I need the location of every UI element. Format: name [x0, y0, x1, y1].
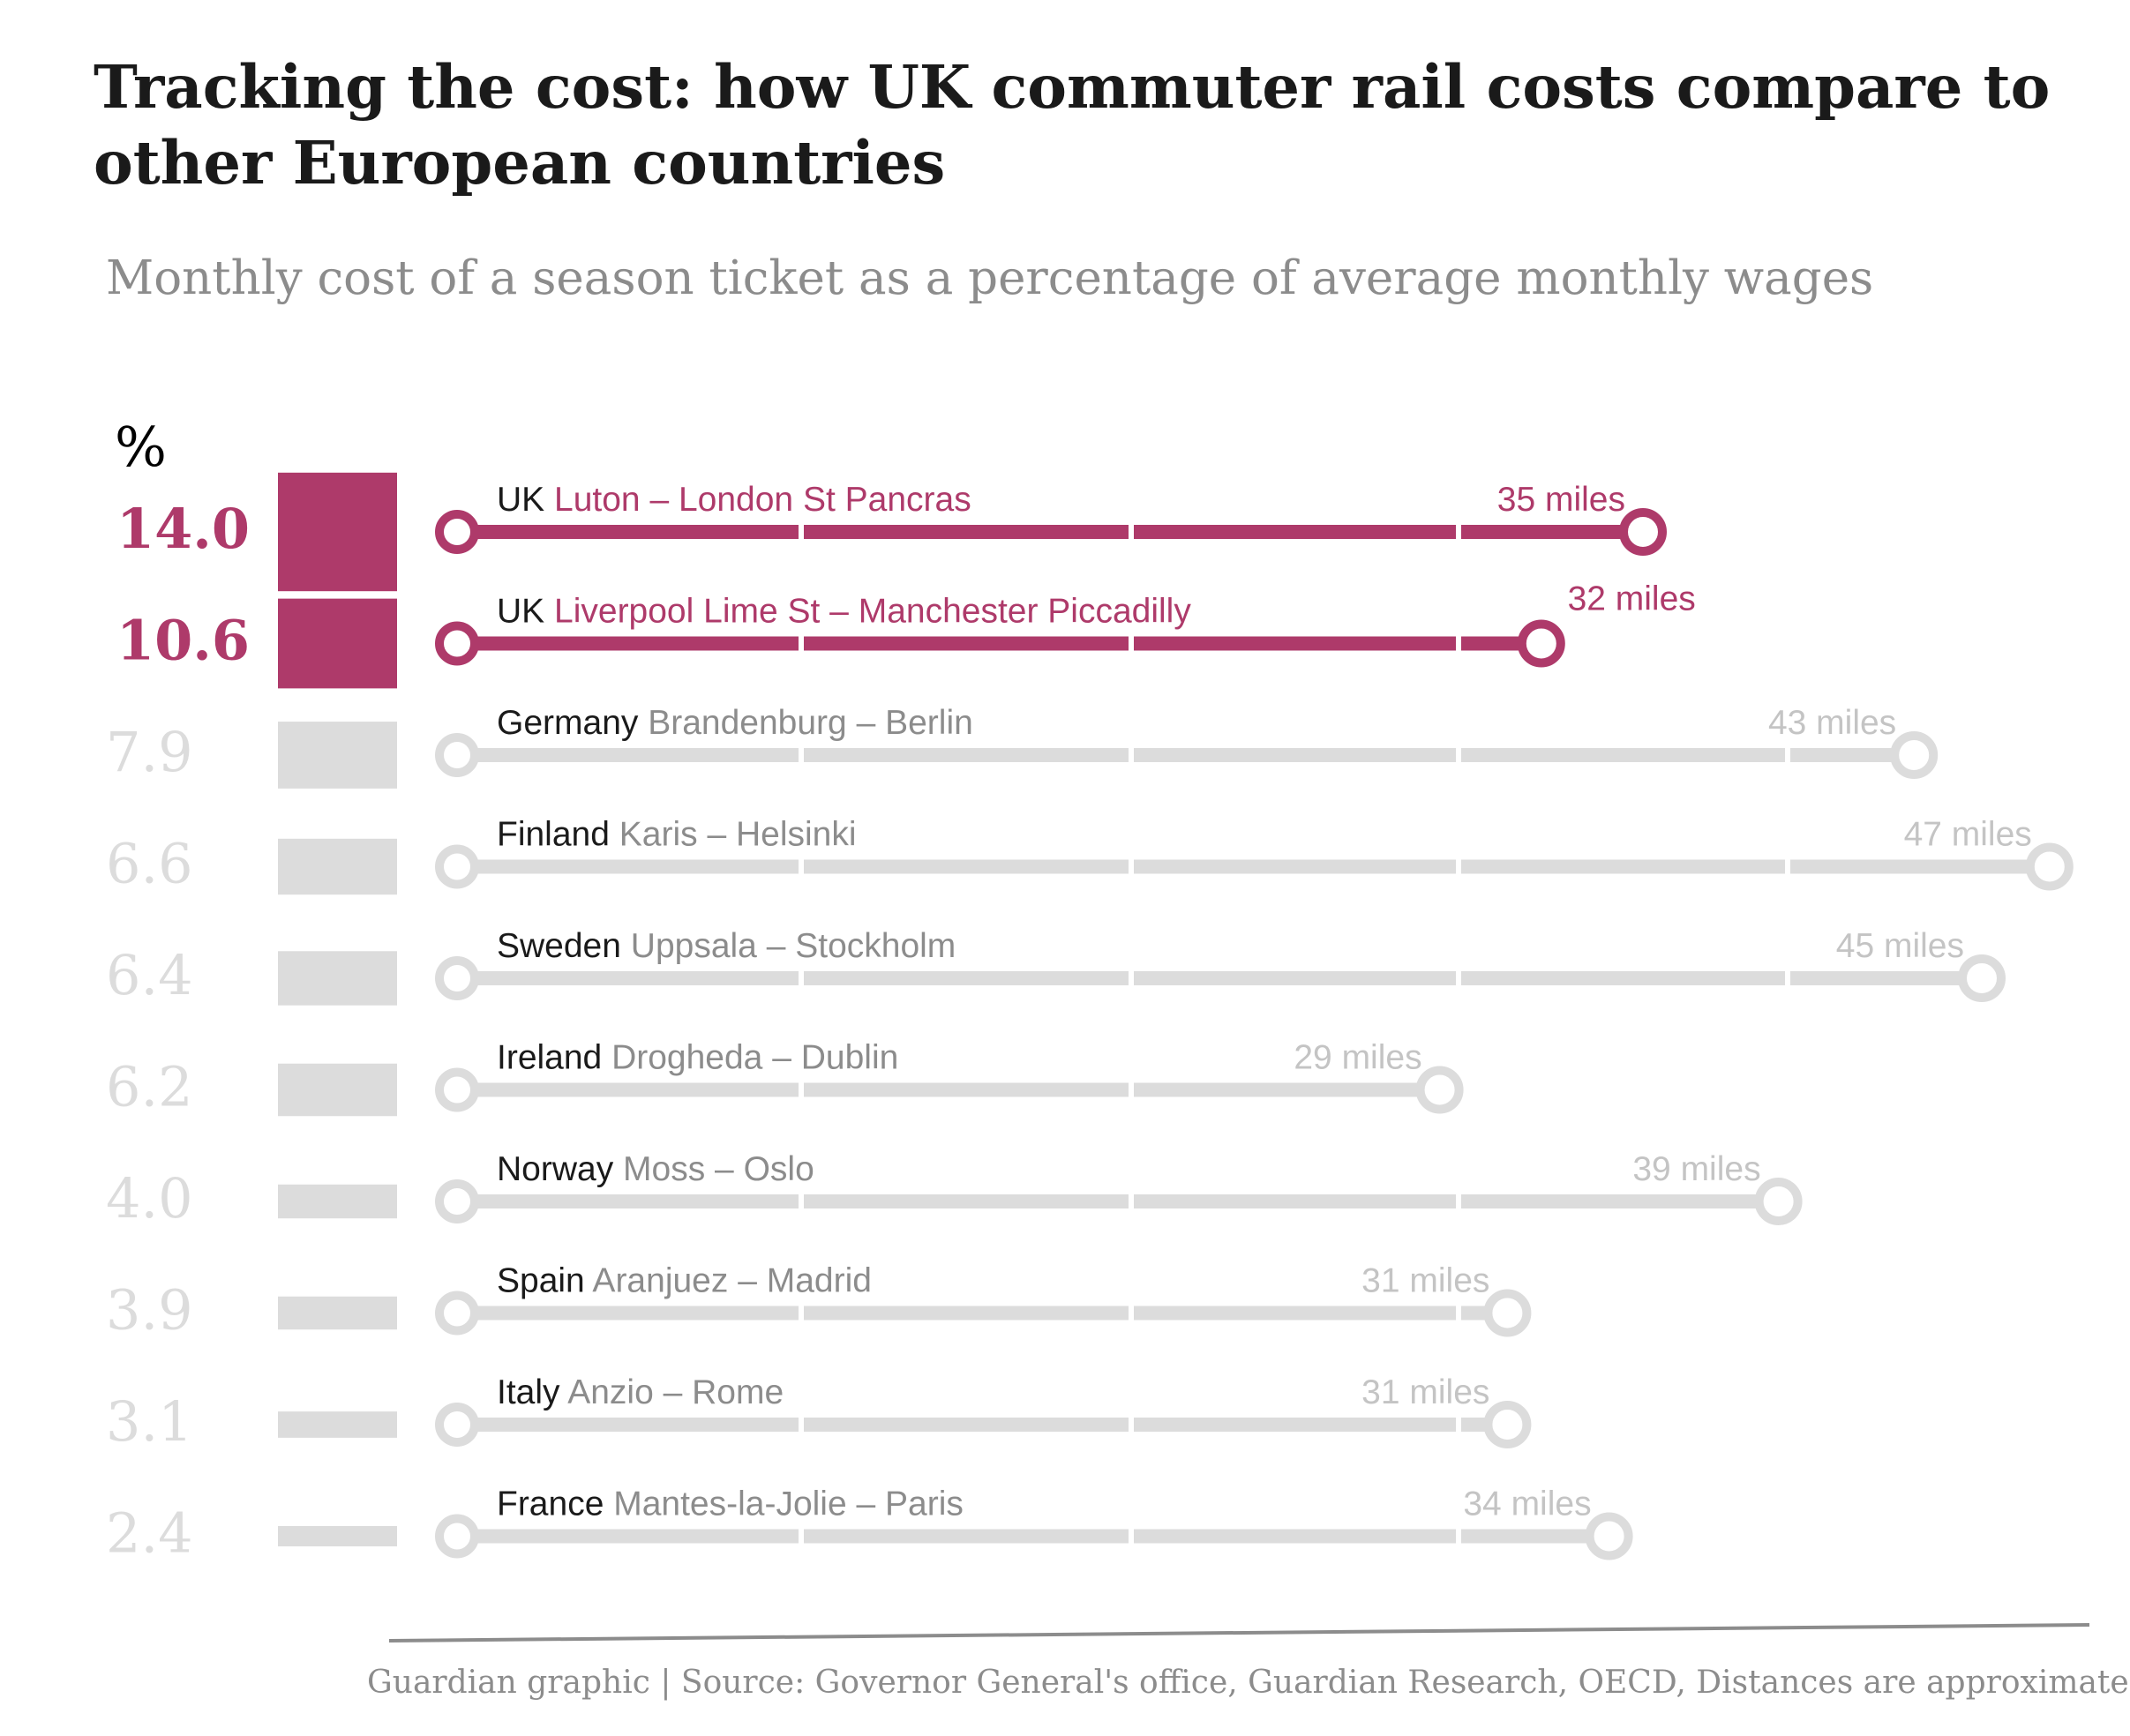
route-row: 4.0 Norway Moss – Oslo 39 miles — [106, 1150, 1803, 1231]
percent-label: 2.4 — [106, 1501, 193, 1566]
route-end-stop — [1619, 508, 1667, 556]
route-row: 6.2 Ireland Drogheda – Dublin 29 miles — [106, 1039, 1464, 1119]
route-name: Luton – London St Pancras — [544, 481, 971, 519]
country-name: Finland — [497, 816, 610, 854]
country-name: Norway — [497, 1150, 614, 1188]
percent-label: 4.0 — [106, 1166, 193, 1231]
route-end-stop — [1415, 1066, 1464, 1114]
percent-label: 10.6 — [116, 609, 250, 673]
route-end-stop — [1517, 619, 1565, 668]
source-footnote: Guardian graphic | Source: Governor Gene… — [367, 1665, 2129, 1701]
percent-label: 3.9 — [106, 1278, 193, 1343]
route-label: UK Luton – London St Pancras — [497, 481, 971, 519]
route-start-stop — [435, 1403, 479, 1447]
route-name: Anzio – Rome — [560, 1373, 784, 1411]
route-row: 3.1 Italy Anzio – Rome 31 miles — [106, 1373, 1532, 1454]
percent-label: 6.2 — [106, 1055, 193, 1119]
route-start-stop — [435, 510, 479, 554]
route-start-stop — [435, 1179, 479, 1223]
route-row: 14.0 UK Luton – London St Pancras 35 miles — [116, 472, 1667, 592]
miles-label: 32 miles — [1568, 580, 1696, 618]
miles-label: 29 miles — [1294, 1039, 1421, 1077]
route-start-stop — [435, 1291, 479, 1336]
route-row: 6.4 Sweden Uppsala – Stockholm 45 miles — [106, 927, 2006, 1007]
miles-label: 31 miles — [1361, 1262, 1489, 1300]
percent-bar — [278, 1063, 397, 1117]
route-start-stop — [435, 621, 479, 666]
route-label: Spain Aranjuez – Madrid — [497, 1262, 872, 1300]
route-label: Norway Moss – Oslo — [497, 1150, 814, 1188]
percent-bar — [278, 838, 397, 895]
route-name: Uppsala – Stockholm — [621, 927, 956, 965]
country-name: France — [497, 1485, 604, 1523]
percent-label: 3.1 — [106, 1389, 193, 1454]
route-name: Brandenburg – Berlin — [638, 704, 972, 742]
route-end-stop — [1754, 1178, 1803, 1225]
route-start-stop — [435, 844, 479, 889]
percent-bar — [278, 1411, 397, 1438]
route-label: Ireland Drogheda – Dublin — [497, 1039, 898, 1077]
country-name: Italy — [497, 1373, 560, 1411]
route-name: Drogheda – Dublin — [602, 1039, 898, 1077]
miles-label: 45 miles — [1836, 927, 1964, 965]
route-row: 3.9 Spain Aranjuez – Madrid 31 miles — [106, 1262, 1532, 1343]
percent-bar — [278, 598, 397, 689]
miles-label: 47 miles — [1904, 816, 2032, 854]
route-name: Karis – Helsinki — [610, 816, 857, 854]
route-row: 10.6 UK Liverpool Lime St – Manchester Pi… — [116, 580, 1696, 689]
country-name: UK — [497, 481, 544, 519]
percent-label: 14.0 — [116, 497, 250, 561]
route-name: Moss – Oslo — [613, 1150, 814, 1188]
route-label: Finland Karis – Helsinki — [497, 816, 857, 854]
chart-subtitle: Monthly cost of a season ticket as a per… — [106, 251, 1874, 305]
country-name: Spain — [497, 1262, 585, 1300]
route-label: UK Liverpool Lime St – Manchester Piccad… — [497, 593, 1191, 631]
percent-bar — [278, 472, 397, 592]
route-label: Germany Brandenburg – Berlin — [497, 704, 973, 742]
route-start-stop — [435, 1514, 479, 1559]
route-name: Liverpool Lime St – Manchester Piccadill… — [544, 593, 1191, 631]
route-start-stop — [435, 956, 479, 1000]
miles-label: 35 miles — [1497, 481, 1625, 519]
baseline-rule — [388, 1623, 2090, 1642]
route-row: 6.6 Finland Karis – Helsinki 47 miles — [106, 816, 2074, 896]
route-row: 7.9 Germany Brandenburg – Berlin 43 miles — [106, 704, 1939, 789]
route-end-stop — [2025, 842, 2074, 891]
percent-label: 6.4 — [106, 943, 193, 1007]
miles-label: 39 miles — [1632, 1150, 1760, 1188]
route-name: Aranjuez – Madrid — [585, 1262, 872, 1300]
miles-label: 34 miles — [1463, 1485, 1591, 1523]
route-start-stop — [435, 1067, 479, 1112]
country-name: Ireland — [497, 1039, 602, 1077]
route-start-stop — [435, 733, 479, 777]
miles-label: 31 miles — [1361, 1373, 1489, 1411]
country-name: Sweden — [497, 927, 621, 965]
route-label: Sweden Uppsala – Stockholm — [497, 927, 956, 965]
route-name: Mantes-la-Jolie – Paris — [604, 1485, 963, 1523]
percent-bar — [278, 1184, 397, 1219]
percent-bar — [278, 722, 397, 789]
percent-bar — [278, 951, 397, 1006]
route-end-stop — [1585, 1512, 1633, 1560]
unit-label: % — [115, 415, 167, 479]
chart-rows: 14.0 UK Luton – London St Pancras 35 miles… — [106, 472, 2074, 1566]
country-name: Germany — [497, 704, 639, 742]
route-label: Italy Anzio – Rome — [497, 1373, 784, 1411]
country-name: UK — [497, 593, 544, 631]
percent-bar — [278, 1296, 397, 1330]
chart-title: Tracking the cost: how UK commuter rail … — [94, 52, 2051, 198]
route-end-stop — [1483, 1289, 1532, 1337]
miles-label: 43 miles — [1768, 704, 1896, 742]
percent-label: 7.9 — [106, 720, 193, 784]
route-row: 2.4 France Mantes-la-Jolie – Paris 34 mile… — [106, 1485, 1633, 1566]
percent-label: 6.6 — [106, 832, 193, 896]
route-label: France Mantes-la-Jolie – Paris — [497, 1485, 964, 1523]
route-end-stop — [1890, 731, 1939, 779]
route-end-stop — [1483, 1401, 1532, 1448]
percent-bar — [278, 1525, 397, 1547]
route-end-stop — [1958, 954, 2006, 1002]
